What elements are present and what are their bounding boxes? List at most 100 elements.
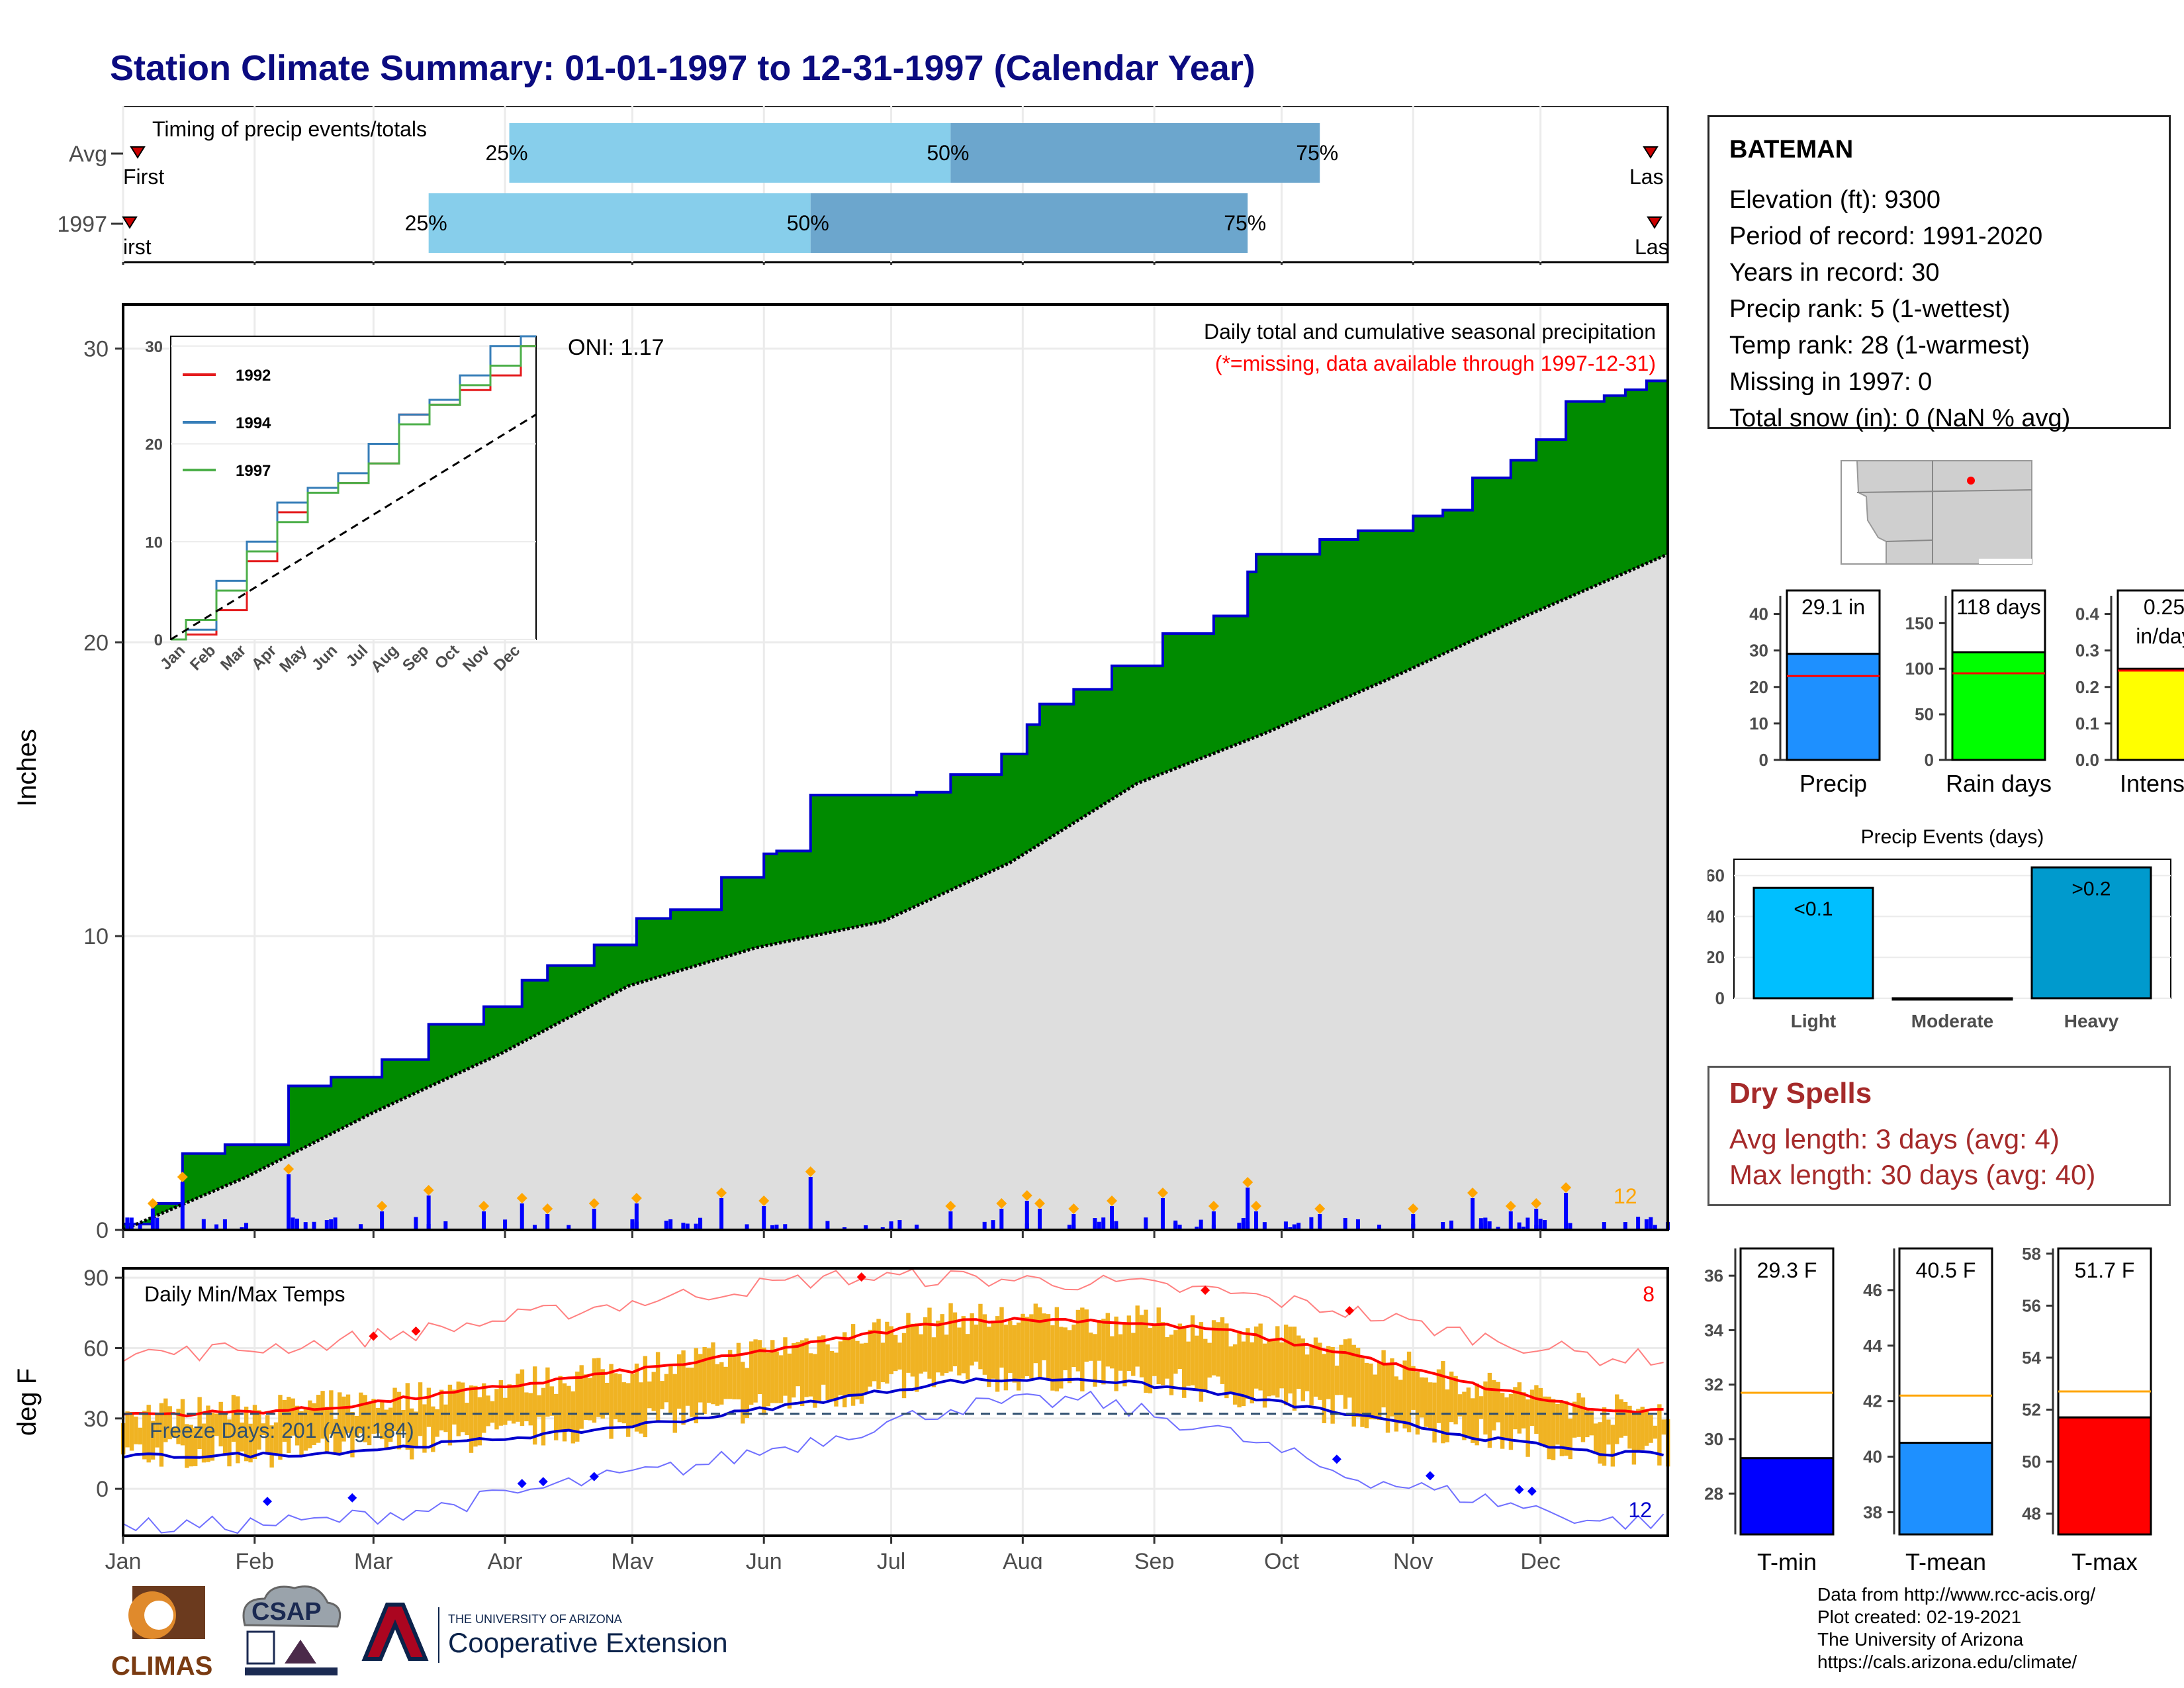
daily-temp-bar [541,1387,546,1446]
daily-temp-bar [634,1363,639,1432]
daily-temp-bar [817,1336,821,1403]
freeze-days-label: Freeze Days: 201 (Avg:184) [150,1419,414,1442]
heavy-event-marker [147,1198,158,1209]
timing-bar-50-75 [950,123,1320,183]
daily-temp-bar [1084,1309,1089,1362]
daily-temp-bar [1262,1343,1267,1408]
heavy-event-marker [478,1201,490,1211]
station-precip-rank: Precip rank: 5 (1-wettest) [1729,295,2011,323]
summary-ytick-label: 50 [1915,704,1934,724]
record-low-marker [1527,1486,1537,1496]
daily-temp-bar [690,1368,694,1417]
heavy-event-marker [805,1166,816,1177]
daily-temp-bar [1517,1382,1522,1434]
station-period: Period of record: 1991-2020 [1729,222,2043,250]
daily-precip-bar [592,1209,596,1230]
summary-value-unit: in/day [2136,624,2184,648]
daily-temp-bar [1190,1315,1195,1385]
record-high-marker [856,1272,866,1282]
event-bar-label: <0.1 [1794,898,1833,920]
daily-temp-bar [1267,1340,1271,1397]
daily-temp-bar [685,1367,690,1406]
dry-spells-avg: Avg length: 3 days (avg: 4) [1729,1123,2060,1154]
daily-temp-bar [503,1397,508,1425]
daily-precip-bar [1534,1209,1539,1230]
daily-temp-bar [647,1381,652,1409]
daily-temp-bar [244,1406,249,1462]
daily-temp-bar [1297,1335,1301,1389]
daily-temp-bar [829,1350,835,1399]
climas-logo-text: CLIMAS [111,1652,212,1681]
tbar-ytick-label: 38 [1863,1502,1882,1522]
daily-temp-bar [1525,1399,1530,1457]
daily-temp-bar [987,1327,991,1387]
daily-precip-bar [482,1223,486,1230]
daily-temp-bar [999,1307,1004,1368]
daily-temp-bar [435,1409,439,1437]
daily-precip-bar [380,1211,385,1230]
daily-precip-bar [1508,1211,1513,1230]
daily-temp-bar [1623,1401,1628,1436]
daily-precip-bar [214,1224,219,1230]
daily-precip-bar [1649,1217,1653,1230]
daily-temp-bar [439,1389,444,1430]
tbar-value-bar [1739,1457,1835,1536]
events-ytick-label: 60 [1707,866,1725,886]
daily-precip-bar [1093,1218,1097,1230]
daily-precip-bar [244,1223,248,1230]
summary-ytick-label: 0.1 [2075,714,2099,733]
daily-temp-bar [1390,1358,1394,1417]
precip-chart: 0 10 20 30 Inches Daily total and cumulative … [13,303,1670,1243]
tbar-label: T-min [1757,1548,1817,1575]
daily-temp-bar [1309,1346,1314,1406]
daily-temp-bar [1381,1350,1386,1408]
daily-precip-bar [1199,1219,1203,1230]
daily-temp-bar [893,1335,898,1372]
summary-ytick-label: 30 [1749,641,1768,661]
daily-precip-bar [630,1223,635,1230]
summary-bar-top [1951,589,2046,653]
daily-temp-bar [201,1423,206,1463]
daily-temp-bar [359,1392,363,1434]
station-elevation: Elevation (ft): 9300 [1729,186,1940,214]
daily-temp-bar [940,1314,944,1376]
daily-precip-bar [1254,1211,1259,1230]
daily-temp-bar [371,1399,376,1434]
daily-temp-bar [1385,1363,1390,1433]
daily-temp-bar [1513,1387,1518,1430]
csap-logo-text: CSAP [251,1598,322,1626]
timing-p75-label: 75% [1224,211,1266,235]
daily-temp-bar [923,1317,928,1372]
daily-temp-bar [155,1414,159,1448]
daily-temp-bar [948,1303,953,1372]
daily-precip-bar [567,1225,571,1230]
daily-temp-bar [596,1358,601,1417]
record-high-count: 8 [1643,1282,1655,1306]
daily-temp-bar [1580,1397,1586,1442]
daily-temp-bar [978,1303,983,1370]
daily-temp-bar [919,1334,923,1374]
daily-temp-bar [1195,1335,1199,1389]
heavy-event-marker [1314,1203,1326,1214]
daily-temp-bar [134,1417,138,1444]
daily-temp-bar [210,1413,215,1461]
tbar-ytick-label: 58 [2022,1244,2041,1264]
precip-ytick-label: 30 [83,337,109,362]
daily-temp-bar [897,1342,902,1370]
daily-precip-bar [1038,1209,1042,1230]
daily-temp-bar [579,1365,584,1429]
daily-temp-bar [520,1369,525,1427]
station-snow: Total snow (in): 0 (NaN % avg) [1729,404,2071,432]
daily-temp-bar [206,1405,210,1462]
daily-precip-bar [201,1219,206,1230]
daily-temp-bar [443,1404,448,1432]
daily-temp-bar [1177,1323,1183,1370]
daily-temp-bar [575,1372,580,1442]
daily-precip-bar [1110,1206,1115,1230]
timing-p25-label: 25% [405,211,447,235]
daily-temp-bar [1462,1391,1467,1440]
daily-precip-bar [1479,1223,1483,1230]
daily-temp-bar [1529,1389,1535,1427]
daily-temp-bar [1653,1425,1658,1439]
daily-precip-bar [745,1224,749,1230]
